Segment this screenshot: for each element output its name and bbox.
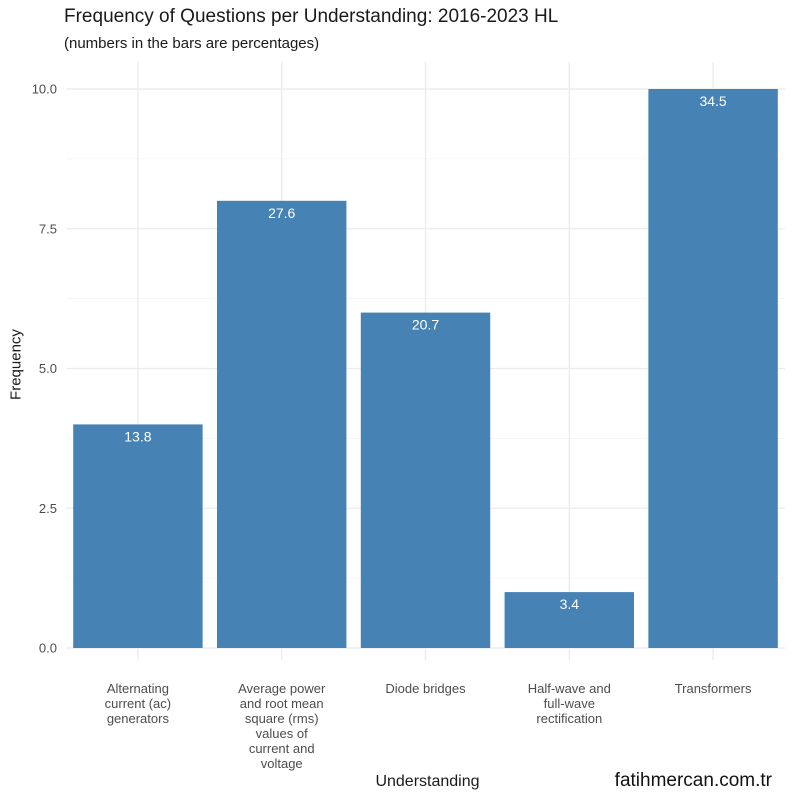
bar-value-label: 3.4	[560, 596, 580, 612]
watermark: fatihmercan.com.tr	[614, 770, 772, 791]
y-tick-label: 0.0	[39, 641, 57, 656]
bar-value-label: 13.8	[124, 428, 151, 444]
y-tick-label: 2.5	[39, 501, 57, 516]
x-tick-label: Average power and root mean square (rms) va…	[238, 681, 326, 771]
y-tick-label: 7.5	[39, 221, 57, 236]
x-tick-label: Diode bridges	[385, 681, 466, 696]
x-tick-label: Transformers	[675, 681, 752, 696]
bar-value-label: 20.7	[412, 317, 439, 333]
bar-value-label: 34.5	[699, 93, 726, 109]
x-tick-label: Half-wave and full-wave rectification	[528, 681, 611, 726]
chart-title: Frequency of Questions per Understanding…	[64, 6, 559, 27]
bar	[360, 312, 491, 648]
bar	[504, 592, 635, 648]
bar-value-label: 27.6	[268, 205, 295, 221]
chart-subtitle: (numbers in the bars are percentages)	[64, 35, 320, 52]
y-tick-label: 5.0	[39, 361, 57, 376]
bar	[73, 424, 203, 648]
x-tick-label: Alternating current (ac) generators	[105, 681, 171, 726]
x-axis-label: Understanding	[375, 773, 480, 790]
bar	[648, 89, 778, 648]
bar	[216, 200, 347, 649]
y-tick-label: 10.0	[32, 82, 57, 97]
